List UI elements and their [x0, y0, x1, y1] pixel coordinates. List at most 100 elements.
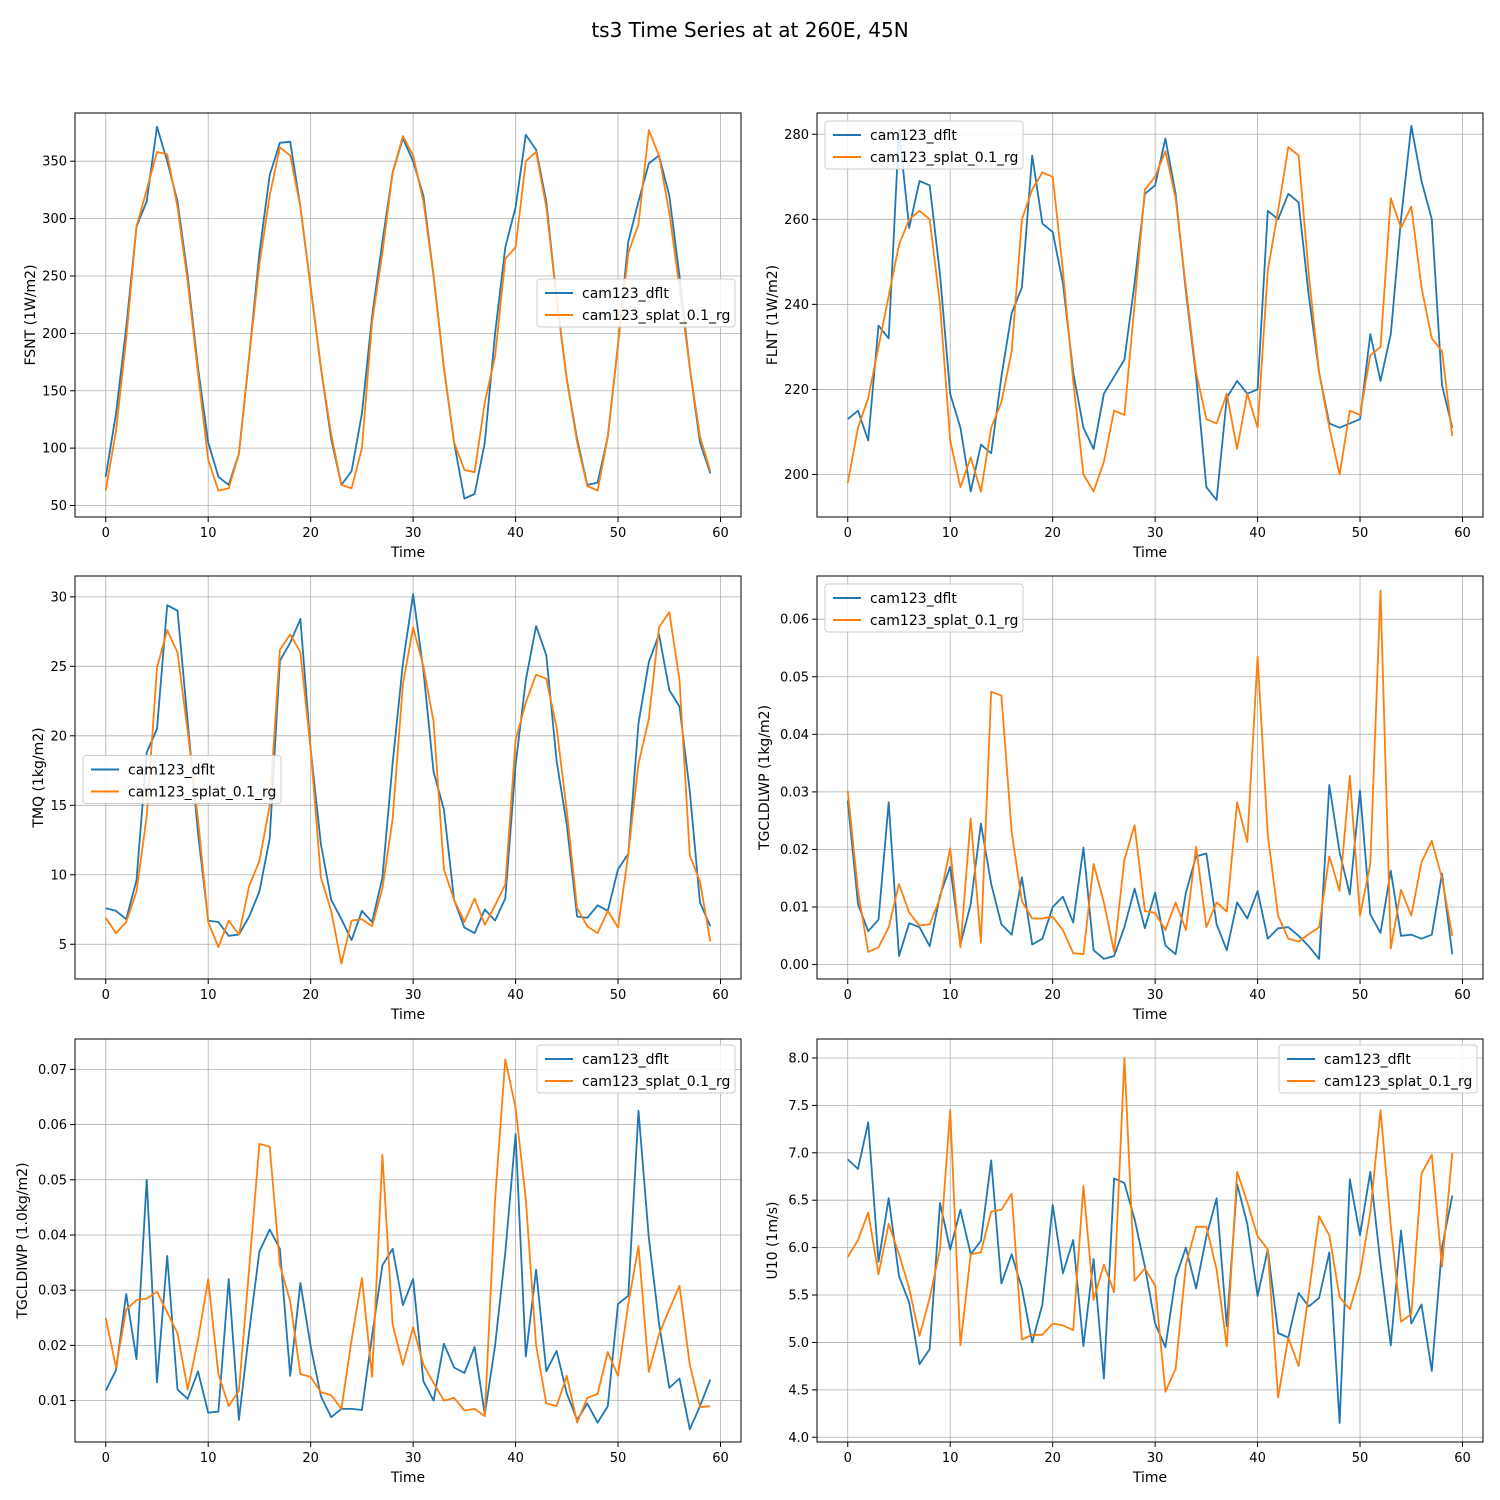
- y-tick-label: 300: [42, 212, 67, 227]
- x-tick-label: 30: [1147, 1451, 1164, 1466]
- series-line-2: [104, 1058, 711, 1424]
- legend: cam123_dflt cam123_splat_0.1_rg: [82, 755, 282, 804]
- x-tick-label: 30: [405, 526, 422, 541]
- legend: cam123_dflt cam123_splat_0.1_rg: [824, 120, 1024, 170]
- y-axis-label: TGCLDIWP (1.0kg/m2): [15, 1162, 31, 1319]
- x-axis-label: Time: [1132, 1007, 1167, 1023]
- y-tick-label: 0.01: [780, 901, 809, 916]
- x-tick-label: 60: [1454, 1451, 1471, 1466]
- x-tick-label: 0: [102, 526, 110, 541]
- legend: cam123_dflt cam123_splat_0.1_rg: [536, 278, 736, 328]
- y-tick-label: 150: [42, 384, 67, 399]
- legend-label: cam123_dflt: [1324, 1052, 1411, 1068]
- series-line-2: [846, 146, 1454, 493]
- subplot-1: 0 10 20 30 40 50 60 50 100 150 200 250 300 350 Time FSN…: [23, 112, 742, 561]
- x-tick-label: 50: [1352, 1451, 1369, 1466]
- x-tick-label: 0: [844, 1451, 852, 1466]
- figure-title: ts3 Time Series at at 260E, 45N: [591, 18, 908, 42]
- x-tick-label: 60: [712, 526, 729, 541]
- y-tick-label: 4.5: [788, 1383, 809, 1398]
- x-tick-label: 40: [507, 526, 524, 541]
- x-tick-label: 0: [102, 1451, 110, 1466]
- x-tick-label: 40: [507, 1451, 524, 1466]
- y-axis-label: FLNT (1W/m2): [765, 265, 781, 365]
- y-tick-label: 240: [784, 298, 809, 313]
- subplot-3: 0 10 20 30 40 50 60 5 10 15 20 25 30 Time TMQ (1kg/m2)…: [31, 575, 742, 1023]
- series-line-1: [847, 1121, 1454, 1424]
- y-axis-label: U10 (1m/s): [765, 1202, 781, 1280]
- y-tick-label: 0.06: [38, 1118, 67, 1133]
- legend-label: cam123_splat_0.1_rg: [582, 308, 730, 324]
- x-tick-label: 10: [200, 1451, 217, 1466]
- y-tick-label: 20: [50, 729, 67, 744]
- plot-frame: [816, 112, 1484, 518]
- legend: cam123_dflt cam123_splat_0.1_rg: [1278, 1044, 1478, 1094]
- subplot-2: 0 10 20 30 40 50 60 200 220 240 260 280 Time FLNT (1W…: [765, 112, 1484, 561]
- plot-frame: [74, 112, 742, 518]
- y-tick-label: 0.05: [780, 670, 809, 685]
- x-tick-label: 20: [302, 526, 319, 541]
- plot-frame: [816, 1038, 1484, 1443]
- legend-label: cam123_splat_0.1_rg: [128, 785, 276, 801]
- x-tick-label: 0: [844, 988, 852, 1003]
- x-tick-label: 10: [942, 1451, 959, 1466]
- x-axis-label: Time: [1132, 1470, 1167, 1486]
- y-tick-label: 5.5: [788, 1289, 809, 1304]
- x-tick-label: 30: [1147, 988, 1164, 1003]
- x-tick-label: 40: [1249, 526, 1266, 541]
- plot-frame: [74, 575, 742, 980]
- x-tick-label: 60: [712, 988, 729, 1003]
- plot-frame: [74, 1038, 742, 1443]
- y-axis-label: FSNT (1W/m2): [23, 264, 39, 365]
- x-tick-label: 50: [1352, 988, 1369, 1003]
- y-tick-label: 6.5: [788, 1194, 809, 1209]
- y-tick-label: 0.02: [38, 1339, 67, 1354]
- legend-box: [1278, 1044, 1478, 1094]
- x-tick-label: 20: [1044, 526, 1061, 541]
- x-tick-label: 10: [200, 526, 217, 541]
- y-tick-label: 7.0: [788, 1146, 809, 1161]
- x-tick-label: 50: [1352, 526, 1369, 541]
- x-tick-label: 20: [302, 988, 319, 1003]
- y-tick-label: 15: [50, 799, 67, 814]
- y-tick-label: 30: [50, 590, 67, 605]
- legend-label: cam123_dflt: [582, 286, 669, 302]
- y-tick-label: 5.0: [788, 1336, 809, 1351]
- legend: cam123_dflt cam123_splat_0.1_rg: [536, 1044, 736, 1094]
- y-tick-label: 100: [42, 442, 67, 457]
- subplot-4: 0 10 20 30 40 50 60 0.00 0.01 0.02 0.03 0.04 0.05 0.0…: [757, 575, 1484, 1023]
- y-tick-label: 0.00: [780, 958, 809, 973]
- y-tick-label: 50: [50, 499, 67, 514]
- legend-label: cam123_dflt: [582, 1052, 669, 1068]
- x-tick-label: 50: [610, 526, 627, 541]
- y-tick-label: 0.04: [780, 728, 809, 743]
- x-tick-label: 10: [942, 526, 959, 541]
- legend-box: [536, 278, 736, 328]
- y-tick-label: 0.03: [38, 1284, 67, 1299]
- y-tick-label: 220: [784, 383, 809, 398]
- legend-label: cam123_dflt: [870, 128, 957, 144]
- y-tick-label: 5: [59, 938, 67, 953]
- x-tick-label: 30: [405, 1451, 422, 1466]
- y-tick-label: 280: [784, 128, 809, 143]
- x-axis-label: Time: [390, 1470, 425, 1486]
- x-axis-label: Time: [390, 1007, 425, 1023]
- x-tick-label: 30: [1147, 526, 1164, 541]
- series-line-1: [847, 124, 1454, 501]
- legend-box: [82, 755, 282, 804]
- legend-box: [824, 120, 1024, 170]
- plot-frame: [816, 575, 1484, 980]
- x-tick-label: 20: [1044, 1451, 1061, 1466]
- x-tick-label: 40: [1249, 1451, 1266, 1466]
- x-tick-label: 10: [200, 988, 217, 1003]
- y-tick-label: 0.06: [780, 613, 809, 628]
- legend-label: cam123_dflt: [870, 591, 957, 607]
- x-tick-label: 0: [844, 526, 852, 541]
- subplot-5: 0 10 20 30 40 50 60 0.01 0.02 0.03 0.04 0.05 0.06 0.0…: [15, 1038, 742, 1486]
- y-tick-label: 0.03: [780, 785, 809, 800]
- series-line-2: [846, 589, 1454, 956]
- y-tick-label: 250: [42, 269, 67, 284]
- series-line-2: [104, 611, 712, 965]
- x-tick-label: 50: [610, 988, 627, 1003]
